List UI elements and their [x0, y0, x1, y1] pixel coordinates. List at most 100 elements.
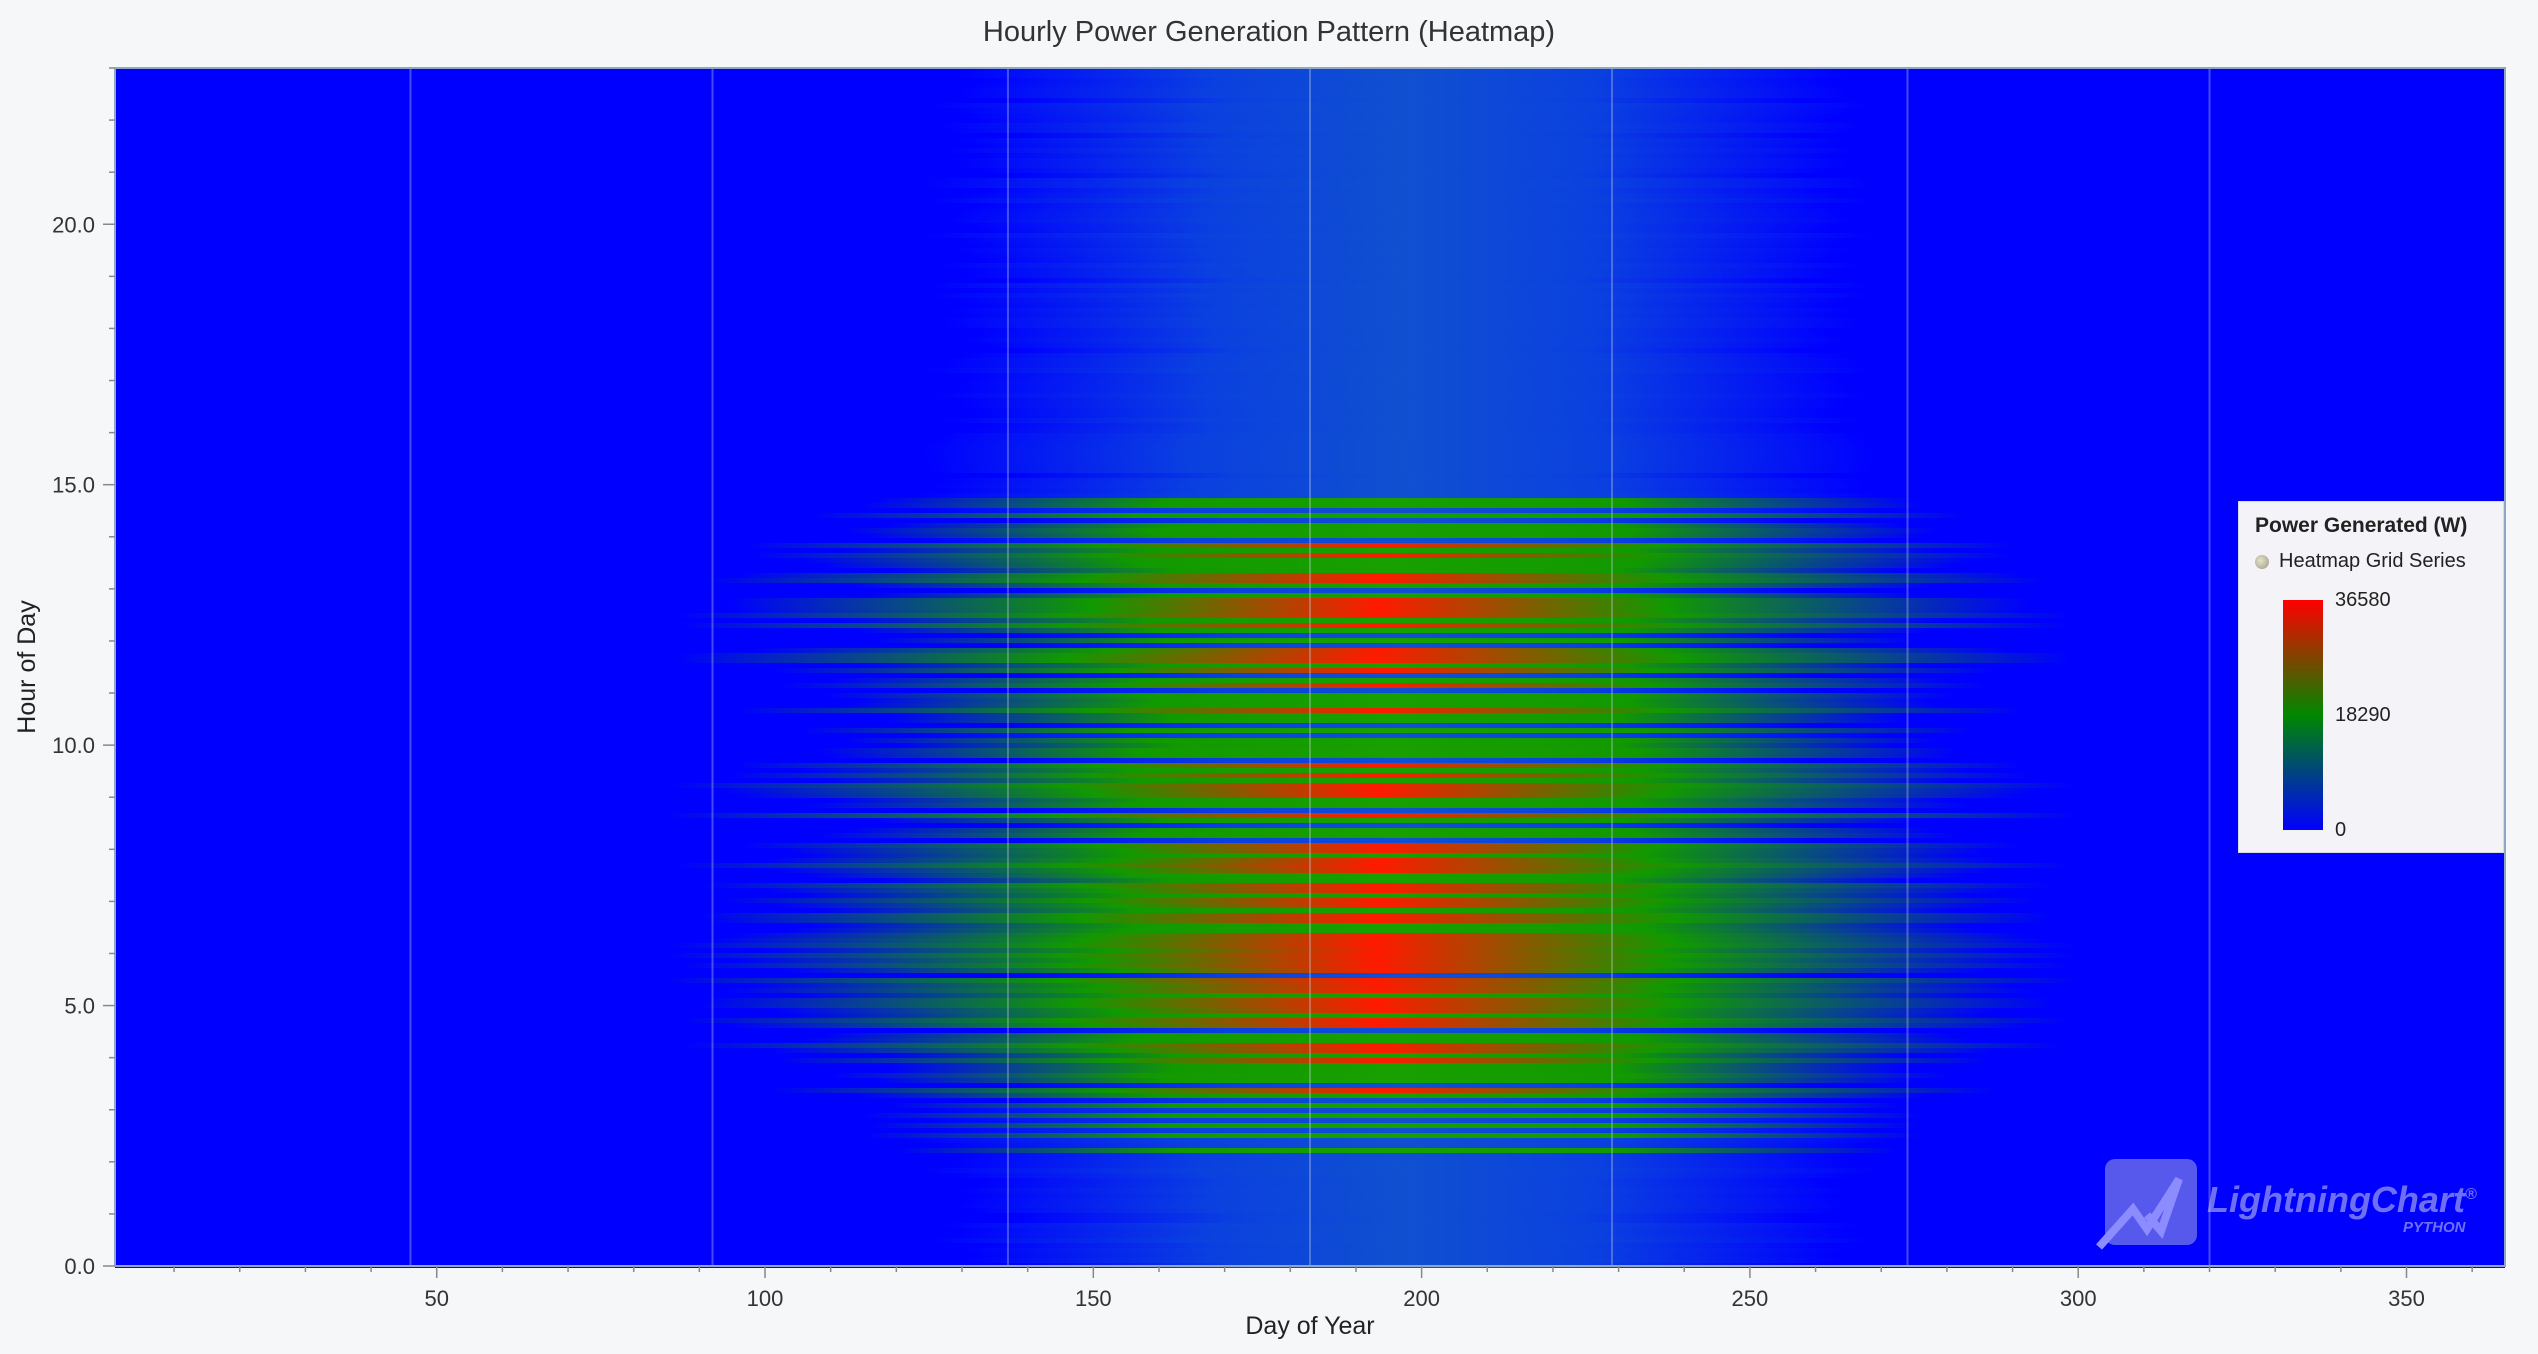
heatmap-row — [115, 1158, 2505, 1163]
heatmap-row — [115, 753, 2505, 758]
heatmap-row — [115, 238, 2505, 243]
heatmap-row — [115, 1088, 2505, 1093]
heatmap-row — [115, 1178, 2505, 1183]
heatmap-row — [115, 758, 2505, 763]
heatmap-row — [115, 733, 2505, 738]
y-tick-label: 0.0 — [64, 1254, 95, 1279]
heatmap-row — [115, 178, 2505, 183]
heatmap-row — [115, 1098, 2505, 1103]
heatmap-row — [115, 298, 2505, 303]
heatmap-row — [115, 73, 2505, 78]
heatmap-row — [115, 423, 2505, 428]
heatmap-row — [115, 683, 2505, 688]
heatmap-row — [115, 948, 2505, 953]
heatmap-row — [115, 588, 2505, 593]
heatmap-row — [115, 523, 2505, 528]
heatmap-row — [115, 828, 2505, 833]
heatmap-row — [115, 518, 2505, 523]
heatmap-row — [115, 1068, 2505, 1073]
heatmap-row — [115, 168, 2505, 173]
heatmap-row — [115, 913, 2505, 918]
heatmap-row — [115, 103, 2505, 108]
heatmap-row — [115, 433, 2505, 438]
x-tick-label: 100 — [747, 1286, 784, 1311]
heatmap-row — [115, 283, 2505, 288]
heatmap-row — [115, 393, 2505, 398]
heatmap-row — [115, 253, 2505, 258]
heatmap-row — [115, 978, 2505, 983]
heatmap-row — [115, 383, 2505, 388]
heatmap-row — [115, 293, 2505, 298]
x-tick-label: 50 — [424, 1286, 448, 1311]
heatmap-row — [115, 773, 2505, 778]
heatmap-row — [115, 1023, 2505, 1028]
heatmap-row — [115, 228, 2505, 233]
y-axis: 0.0 5.0 10.0 15.0 20.0 — [52, 67, 115, 1279]
heatmap-row — [115, 213, 2505, 218]
heatmap-row — [115, 1133, 2505, 1138]
heatmap-row — [115, 558, 2505, 563]
heatmap-row — [115, 623, 2505, 628]
heatmap-row — [115, 793, 2505, 798]
heatmap-row — [115, 1013, 2505, 1018]
heatmap-row — [115, 933, 2505, 938]
heatmap-row — [115, 533, 2505, 538]
heatmap-row — [115, 248, 2505, 253]
logo-text: LightningChart® — [2207, 1179, 2477, 1220]
heatmap-row — [115, 1188, 2505, 1193]
heatmap-row — [115, 243, 2505, 248]
heatmap-cells — [115, 68, 2505, 1268]
heatmap-row — [115, 1018, 2505, 1023]
heatmap-row — [115, 158, 2505, 163]
heatmap-row — [115, 1138, 2505, 1143]
heatmap-row — [115, 748, 2505, 753]
heatmap-row — [115, 573, 2505, 578]
heatmap-row — [115, 673, 2505, 678]
heatmap-row — [115, 98, 2505, 103]
y-tick-label: 10.0 — [52, 733, 95, 758]
grid-lines — [409, 68, 2211, 1266]
heatmap-row — [115, 303, 2505, 308]
heatmap-row — [115, 648, 2505, 653]
heatmap-row — [115, 318, 2505, 323]
heatmap-row — [115, 363, 2505, 368]
heatmap-row — [115, 963, 2505, 968]
heatmap-row — [115, 1038, 2505, 1043]
heatmap-row — [115, 1243, 2505, 1248]
x-tick-label: 200 — [1403, 1286, 1440, 1311]
heatmap-row — [115, 78, 2505, 83]
heatmap-row — [115, 68, 2505, 73]
heatmap-row — [115, 598, 2505, 603]
heatmap-row — [115, 128, 2505, 133]
heatmap-row — [115, 708, 2505, 713]
heatmap-row — [115, 638, 2505, 643]
heatmap-row — [115, 278, 2505, 283]
heatmap-row — [115, 333, 2505, 338]
heatmap-row — [115, 373, 2505, 378]
legend-series-entry[interactable]: Heatmap Grid Series — [2255, 550, 2466, 573]
heatmap-row — [115, 728, 2505, 733]
heatmap-row — [115, 223, 2505, 228]
heatmap-row — [115, 493, 2505, 498]
heatmap-row — [115, 628, 2505, 633]
heatmap-row — [115, 718, 2505, 723]
heatmap-row — [115, 928, 2505, 933]
heatmap-row — [115, 818, 2505, 823]
heatmap-row — [115, 113, 2505, 118]
heatmap-row — [115, 1063, 2505, 1068]
legend-title: Power Generated (W) — [2255, 514, 2468, 537]
heatmap-row — [115, 88, 2505, 93]
heatmap-row — [115, 633, 2505, 638]
heatmap-row — [115, 468, 2505, 473]
lightning-bolt-icon — [2096, 1159, 2197, 1250]
heatmap-row — [115, 1253, 2505, 1258]
heatmap-row — [115, 968, 2505, 973]
heatmap-row — [115, 973, 2505, 978]
heatmap-row — [115, 853, 2505, 858]
heatmap-row — [115, 173, 2505, 178]
heatmap-row — [115, 863, 2505, 868]
heatmap-row — [115, 1118, 2505, 1123]
heatmap-row — [115, 798, 2505, 803]
x-tick-label: 250 — [1732, 1286, 1769, 1311]
heatmap-row — [115, 428, 2505, 433]
